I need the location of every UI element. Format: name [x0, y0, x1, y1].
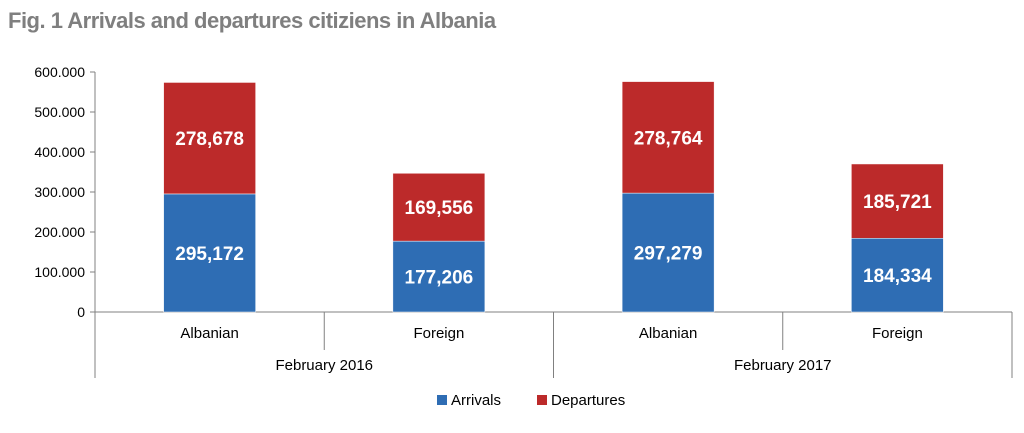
x-category-label: Foreign — [413, 325, 464, 342]
legend-swatch-departures — [537, 395, 547, 405]
legend-label-arrivals: Arrivals — [451, 392, 501, 409]
bar-arrivals — [621, 192, 715, 313]
data-label-departures: 278,678 — [175, 129, 244, 150]
bar-arrivals — [392, 240, 486, 313]
bar-departures — [621, 81, 715, 194]
y-tick-label: 0 — [77, 304, 85, 320]
y-tick-label: 200.000 — [34, 224, 85, 240]
chart-title: Fig. 1 Arrivals and departures citiziens… — [8, 8, 496, 33]
data-label-departures: 185,721 — [863, 192, 932, 213]
bar-arrivals — [163, 193, 256, 313]
bar-departures — [163, 82, 256, 195]
x-category-label: Albanian — [180, 325, 238, 342]
legend-swatch-arrivals — [437, 395, 447, 405]
bar-departures — [851, 163, 944, 239]
x-category-label: Albanian — [639, 325, 697, 342]
x-group-label: February 2016 — [275, 357, 373, 374]
x-group-label: February 2017 — [734, 357, 832, 374]
y-tick-label: 400.000 — [34, 144, 85, 160]
data-label-arrivals: 184,334 — [863, 266, 932, 287]
bar-departures — [392, 173, 486, 242]
y-tick-label: 300.000 — [34, 184, 85, 200]
y-tick-label: 100.000 — [34, 264, 85, 280]
data-label-departures: 278,764 — [634, 128, 703, 149]
y-tick-label: 600.000 — [34, 64, 85, 80]
x-category-label: Foreign — [872, 325, 923, 342]
data-label-arrivals: 177,206 — [405, 268, 474, 289]
legend-label-departures: Departures — [551, 392, 625, 409]
data-label-departures: 169,556 — [405, 198, 474, 219]
data-label-arrivals: 297,279 — [634, 244, 703, 265]
y-tick-label: 500.000 — [34, 104, 85, 120]
data-label-arrivals: 295,172 — [175, 244, 244, 265]
